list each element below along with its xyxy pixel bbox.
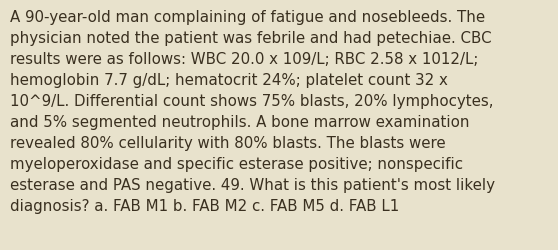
Text: A 90-year-old man complaining of fatigue and nosebleeds. The
physician noted the: A 90-year-old man complaining of fatigue… (10, 10, 495, 213)
